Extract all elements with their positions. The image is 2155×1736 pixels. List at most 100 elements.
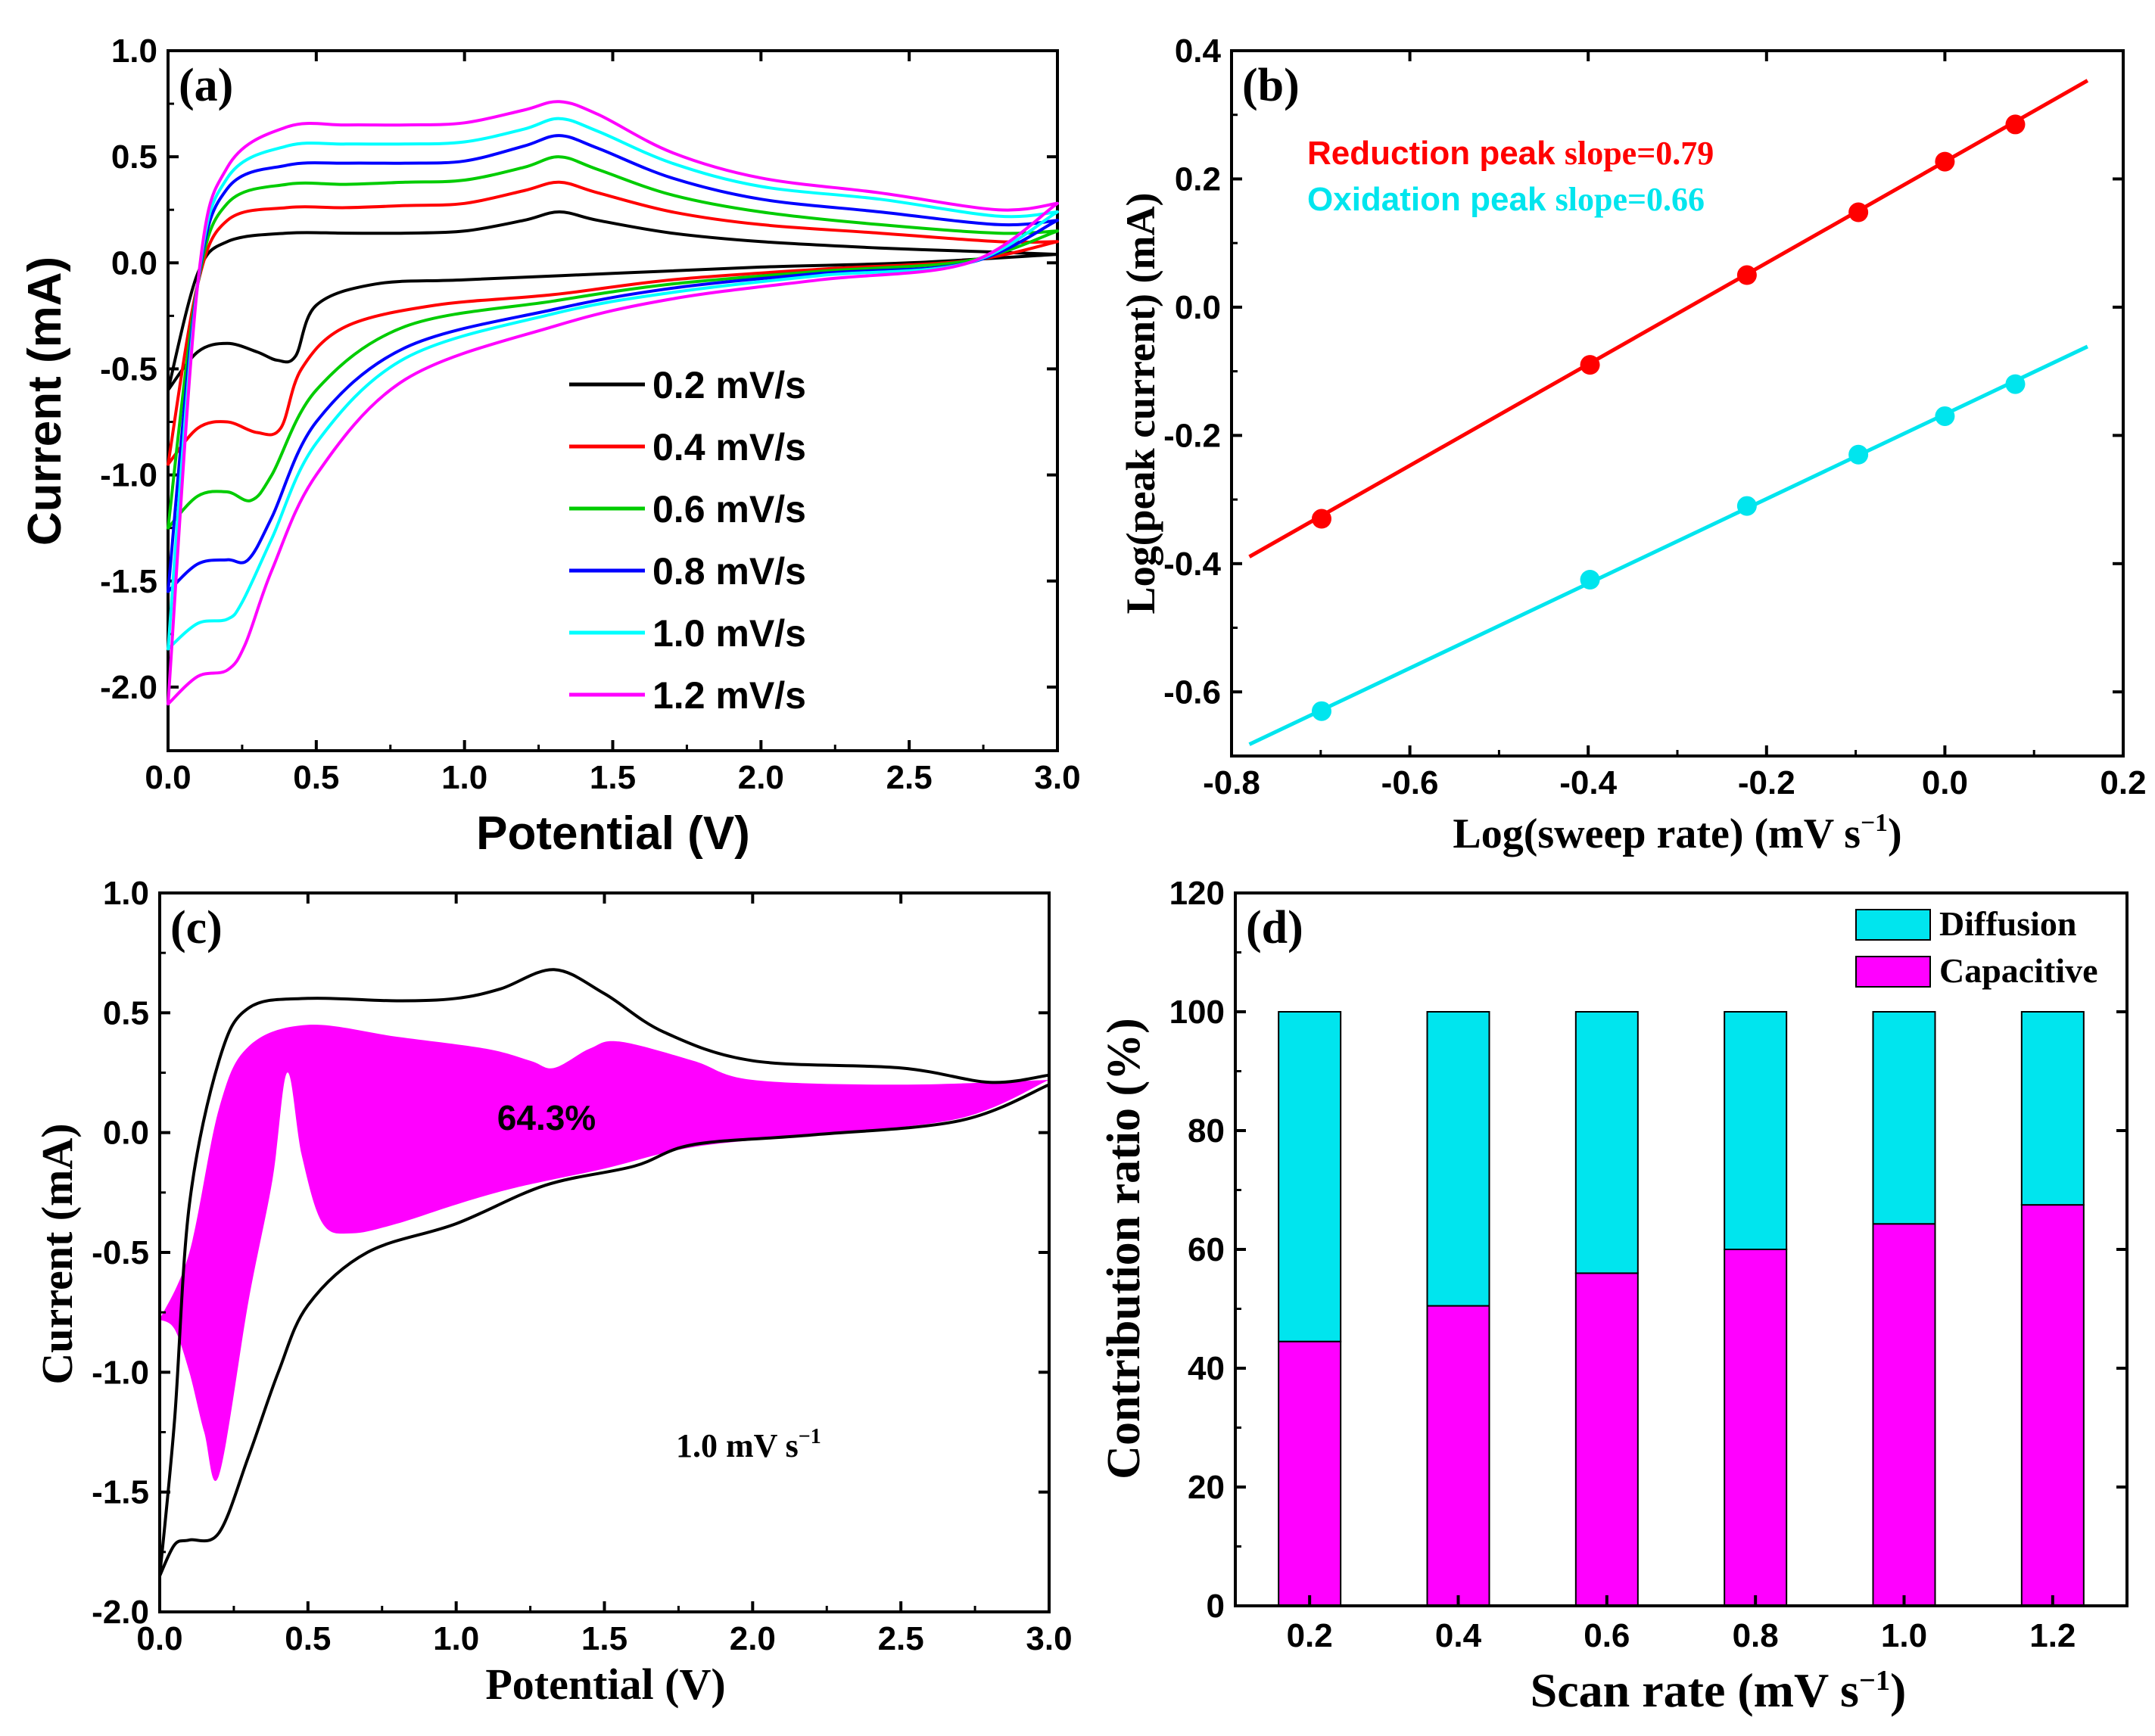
x-tick-label: 0.2 <box>2100 764 2146 801</box>
x-tick-label: 0.5 <box>285 1620 331 1657</box>
legend-label: Capacitive <box>1939 951 2098 990</box>
diffusion-bar <box>1724 1011 1788 1250</box>
y-tick-label: 100 <box>1169 994 1225 1031</box>
cv-curve <box>167 100 1059 706</box>
panel-c-axes: 0.0 0.5 1.0 1.5 2.0 2.5 3.0 1.0 0.5 0.0 -0.5 -1.0 -1… <box>92 875 1072 1657</box>
capacitive-bar <box>1426 1305 1490 1607</box>
panel-label: (d) <box>1246 902 1303 954</box>
legend-label: 0.2 mV/s <box>652 364 806 406</box>
capacitive-bar <box>1278 1340 1342 1607</box>
x-axis-label: Potential (V) <box>485 1660 725 1709</box>
y-tick-label: -0.5 <box>92 1234 149 1271</box>
y-tick-label: 80 <box>1188 1112 1225 1150</box>
capacitive-bar <box>1574 1272 1639 1607</box>
x-axis-label: Scan rate (mV s−1) <box>1531 1663 1907 1717</box>
y-tick-label: 0.5 <box>111 138 157 176</box>
capacitive-bar <box>2020 1204 2085 1607</box>
x-tick-label: 2.5 <box>886 759 933 796</box>
legend-label: 1.2 mV/s <box>652 674 806 717</box>
y-tick-label: -0.6 <box>1163 674 1221 711</box>
y-tick-label: 20 <box>1188 1469 1225 1506</box>
x-tick-label: -0.4 <box>1559 764 1617 801</box>
panel-d-axes: 120 100 80 60 40 20 0 (d) <box>1169 875 2129 1625</box>
x-tick-label: 2.0 <box>738 759 784 796</box>
y-tick-label: 0.0 <box>103 1115 149 1152</box>
x-tick-label: -0.8 <box>1203 764 1260 801</box>
capacitive-area <box>160 1024 1049 1481</box>
y-tick-label: 0.2 <box>1175 160 1221 198</box>
cv-curve <box>167 117 1059 651</box>
panel-d-bars: 0.2 0.4 0.6 0.8 1.0 1.2 <box>1278 1011 2085 1654</box>
data-point <box>1311 509 1331 529</box>
x-tick-label: 1.0 <box>433 1620 479 1657</box>
y-axis-label: Contribution ratio (%) <box>1098 1018 1150 1479</box>
data-point <box>1311 701 1331 721</box>
x-tick-label: 0.2 <box>1287 1617 1333 1654</box>
x-tick-label: 0.5 <box>293 759 339 796</box>
y-tick-label: 60 <box>1188 1231 1225 1268</box>
x-tick-label: 2.5 <box>878 1620 924 1657</box>
diffusion-bar <box>1574 1011 1639 1274</box>
x-tick-label: 2.0 <box>730 1620 776 1657</box>
data-point <box>1580 570 1600 590</box>
x-tick-label: 0.4 <box>1435 1617 1482 1654</box>
x-tick-label: -0.6 <box>1381 764 1439 801</box>
total-cv-curve <box>158 968 1051 1577</box>
y-tick-label: -1.0 <box>100 457 157 494</box>
x-tick-label: 0.8 <box>1733 1617 1779 1654</box>
panel-label: (b) <box>1242 60 1300 111</box>
panel-b-series <box>1248 79 2089 746</box>
y-tick-label: 40 <box>1188 1350 1225 1387</box>
y-tick-label: 0 <box>1207 1588 1225 1625</box>
axes-frame <box>1234 891 2129 1607</box>
x-tick-label: 1.0 <box>1881 1617 1927 1654</box>
legend-label: 0.6 mV/s <box>652 488 806 530</box>
rate-label: 1.0 mV s−1 <box>676 1425 821 1464</box>
axes-frame <box>158 891 1051 1613</box>
data-point <box>1848 444 1869 465</box>
y-tick-label: 0.5 <box>103 994 149 1031</box>
y-tick-label: 1.0 <box>111 33 157 70</box>
data-point <box>2005 374 2026 394</box>
cv-curve <box>167 155 1059 530</box>
y-tick-label: 0.4 <box>1175 33 1222 70</box>
y-tick-label: -1.5 <box>100 563 157 600</box>
x-tick-label: 0.0 <box>136 1620 182 1657</box>
y-axis-label: Current (mA) <box>33 1123 82 1384</box>
legend-label: 0.4 mV/s <box>652 426 806 468</box>
panel-label: (a) <box>179 60 233 111</box>
data-point <box>1580 355 1600 375</box>
panel-d-legend: Diffusion Capacitive <box>1855 904 2098 990</box>
diffusion-bar <box>1872 1011 1936 1225</box>
y-tick-label: -1.5 <box>92 1474 149 1511</box>
y-tick-label: 0.0 <box>111 244 157 282</box>
x-tick-label: 0.0 <box>145 759 191 796</box>
panel-b-axes: -0.8 -0.6 -0.4 -0.2 0.0 0.2 0.4 0.2 0.0 -0.2 -0.4 -… <box>1163 33 2146 801</box>
capacitive-percentage: 64.3% <box>497 1098 596 1137</box>
x-axis-label: Log(sweep rate) (mV s−1) <box>1453 809 1901 857</box>
y-tick-label: 1.0 <box>103 875 149 912</box>
y-tick-label: 0.0 <box>1175 289 1221 326</box>
x-tick-label: -0.2 <box>1738 764 1795 801</box>
y-tick-label: -1.0 <box>92 1354 149 1391</box>
legend-label: 1.0 mV/s <box>652 612 806 655</box>
data-point <box>2005 114 2026 135</box>
capacitive-bar <box>1724 1249 1788 1607</box>
panel-c-series <box>158 968 1051 1577</box>
x-tick-label: 3.0 <box>1026 1620 1072 1657</box>
diffusion-bar <box>2020 1011 2085 1206</box>
y-tick-label: -0.4 <box>1163 546 1221 583</box>
data-point <box>1848 202 1869 222</box>
panel-a-axes: 0.0 0.5 1.0 1.5 2.0 2.5 3.0 1.0 0.5 0.0 -0.5 -1.0 -1… <box>100 33 1080 796</box>
x-tick-label: 1.5 <box>590 759 636 796</box>
diffusion-bar <box>1278 1011 1342 1342</box>
cv-curve <box>167 210 1059 392</box>
x-tick-label: 1.0 <box>441 759 487 796</box>
legend-swatch <box>1855 956 1931 988</box>
fit-line <box>1248 344 2088 746</box>
diffusion-bar <box>1426 1011 1490 1307</box>
legend-label: Oxidation peak slope=0.66 <box>1307 181 1705 218</box>
x-tick-label: 0.0 <box>1922 764 1968 801</box>
x-tick-label: 3.0 <box>1034 759 1080 796</box>
